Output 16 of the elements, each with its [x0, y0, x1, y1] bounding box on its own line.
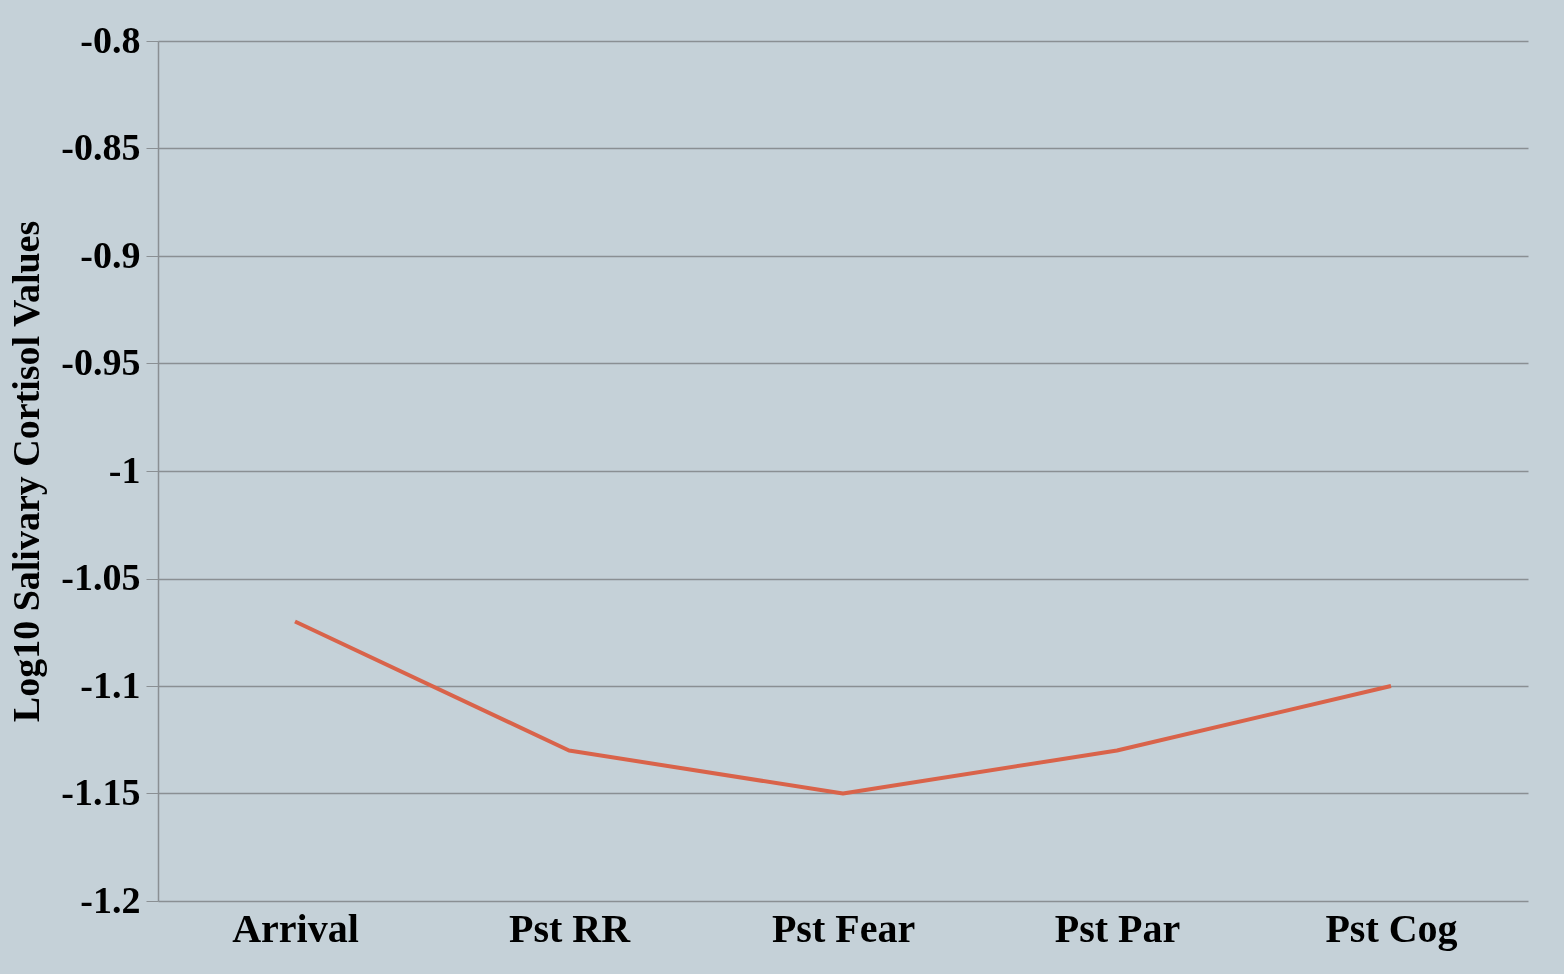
- y-tick-label: -1.1: [80, 663, 141, 706]
- y-tick-label: -0.95: [61, 341, 141, 383]
- y-tick-label: -0.85: [61, 126, 141, 168]
- y-tick-label: -1: [108, 448, 141, 491]
- x-tick-label: Pst Fear: [771, 905, 916, 951]
- x-tick-label: Pst Cog: [1325, 905, 1458, 951]
- y-tick-label: -1.15: [61, 771, 141, 813]
- line-series: [293, 619, 1393, 796]
- y-tick-label: -1.05: [61, 556, 141, 598]
- x-tick-label: Pst Par: [1054, 905, 1181, 951]
- y-axis-title: Log10 Salivary Cortisol Values: [5, 220, 48, 723]
- x-tick-label: Arrival: [232, 905, 359, 951]
- x-tick-label: Pst RR: [508, 905, 632, 951]
- y-tick-label: -0.8: [80, 18, 141, 61]
- y-tick-label: -0.9: [80, 233, 141, 276]
- y-tick-label: -1.2: [80, 878, 141, 921]
